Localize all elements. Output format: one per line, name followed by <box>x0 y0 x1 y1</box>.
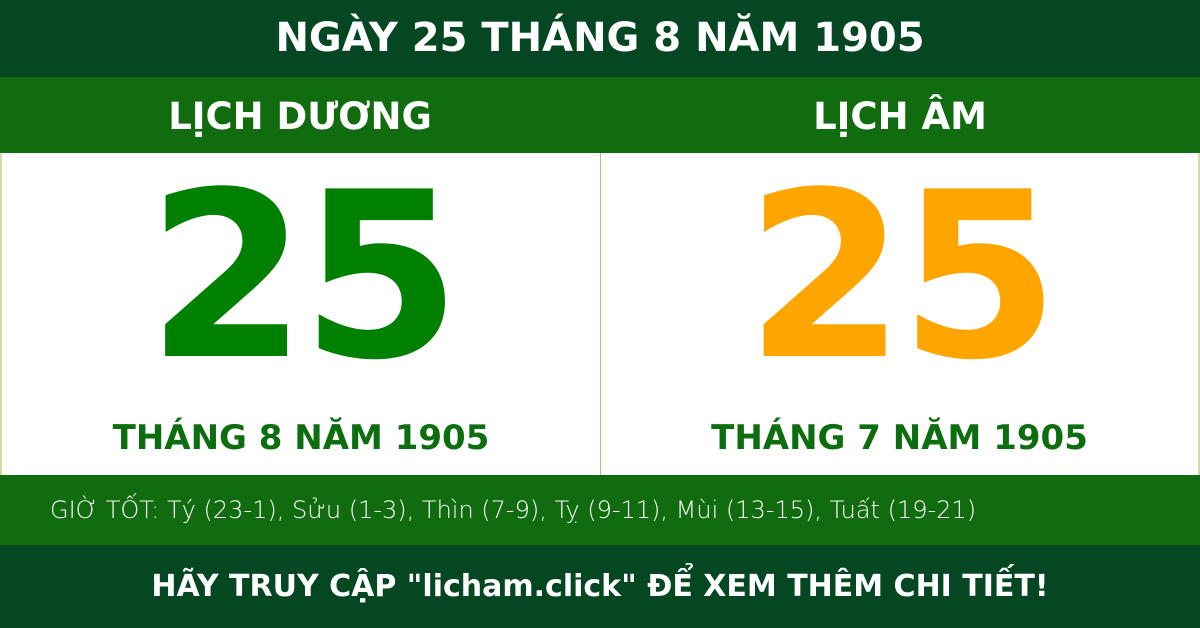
solar-month-year: THÁNG 8 NĂM 1905 <box>112 418 490 458</box>
footer-cta: HÃY TRUY CẬP "licham.click" ĐỂ XEM THÊM … <box>0 545 1200 628</box>
solar-panel: 25 THÁNG 8 NĂM 1905 <box>0 153 600 475</box>
lunar-day: 25 <box>745 144 1059 411</box>
lunar-panel: 25 THÁNG 7 NĂM 1905 <box>600 153 1200 475</box>
calendar-headers: LỊCH DƯƠNG LỊCH ÂM <box>0 77 1200 153</box>
lunar-month-year: THÁNG 7 NĂM 1905 <box>711 418 1088 458</box>
page-title: NGÀY 25 THÁNG 8 NĂM 1905 <box>0 0 1200 77</box>
solar-calendar-label: LỊCH DƯƠNG <box>168 95 432 138</box>
lunar-calendar-label: LỊCH ÂM <box>813 95 987 138</box>
good-hours: GIỜ TỐT: Tý (23-1), Sửu (1-3), Thìn (7-9… <box>0 475 1200 545</box>
solar-day: 25 <box>146 144 461 411</box>
